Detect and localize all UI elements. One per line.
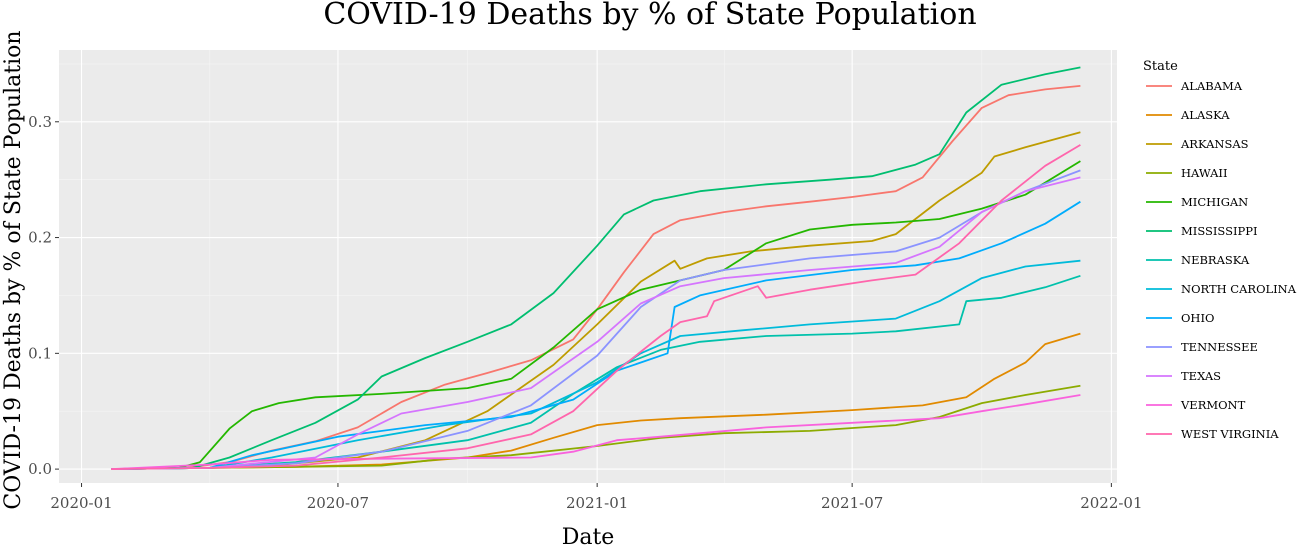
- series-lines: [111, 66, 1081, 470]
- series-line-mississippi: [111, 66, 1081, 470]
- legend-label-vermont: VERMONT: [1180, 398, 1246, 412]
- x-tick-label: 2021-07: [821, 494, 883, 512]
- legend-label-nebraska: NEBRASKA: [1181, 253, 1250, 267]
- legend-label-hawaii: HAWAII: [1181, 166, 1228, 180]
- legend-label-tennessee: TENNESSEE: [1181, 340, 1258, 354]
- series-line-tennessee: [111, 169, 1081, 470]
- legend-label-north-carolina: NORTH CAROLINA: [1181, 282, 1297, 296]
- legend-label-ohio: OHIO: [1181, 311, 1214, 325]
- y-tick-label: 0.3: [28, 113, 52, 131]
- legend: State ALABAMA ALASKA ARKANSAS HAWAII MICHIGA…: [1143, 59, 1297, 441]
- y-tick-label: 0.0: [28, 460, 52, 478]
- legend-label-alaska: ALASKA: [1180, 108, 1230, 122]
- legend-title: State: [1143, 59, 1178, 74]
- series-line-alabama: [111, 85, 1081, 470]
- y-axis: 0.0 0.1 0.2 0.3: [28, 113, 59, 478]
- series-line-north-carolina: [111, 259, 1081, 470]
- series-line-ohio: [111, 200, 1081, 470]
- x-axis: 2020-01 2020-07 2021-01 2021-07 2022-01: [50, 483, 1143, 512]
- y-tick-label: 0.1: [28, 344, 52, 362]
- y-axis-title: COVID-19 Deaths by % of State Population: [1, 30, 26, 509]
- series-line-west-virginia: [111, 144, 1081, 470]
- series-line-alaska: [111, 332, 1081, 470]
- x-tick-label: 2020-01: [50, 494, 112, 512]
- series-line-michigan: [111, 160, 1081, 470]
- series-line-vermont: [111, 394, 1081, 470]
- legend-label-texas: TEXAS: [1181, 369, 1221, 383]
- x-tick-label: 2022-01: [1080, 494, 1142, 512]
- x-tick-label: 2021-01: [566, 494, 628, 512]
- legend-label-west-virginia: WEST VIRGINIA: [1181, 427, 1279, 441]
- plot-panel: [59, 50, 1117, 483]
- legend-label-arkansas: ARKANSAS: [1180, 137, 1249, 151]
- y-tick-label: 0.2: [28, 229, 52, 247]
- legend-label-mississippi: MISSISSIPPI: [1181, 224, 1258, 238]
- series-line-hawaii: [111, 384, 1081, 470]
- legend-label-alabama: ALABAMA: [1180, 79, 1243, 93]
- series-line-texas: [111, 176, 1081, 470]
- legend-label-michigan: MICHIGAN: [1181, 195, 1248, 209]
- x-tick-label: 2020-07: [307, 494, 369, 512]
- x-axis-title: Date: [562, 525, 615, 550]
- chart-title: COVID-19 Deaths by % of State Population: [323, 0, 976, 32]
